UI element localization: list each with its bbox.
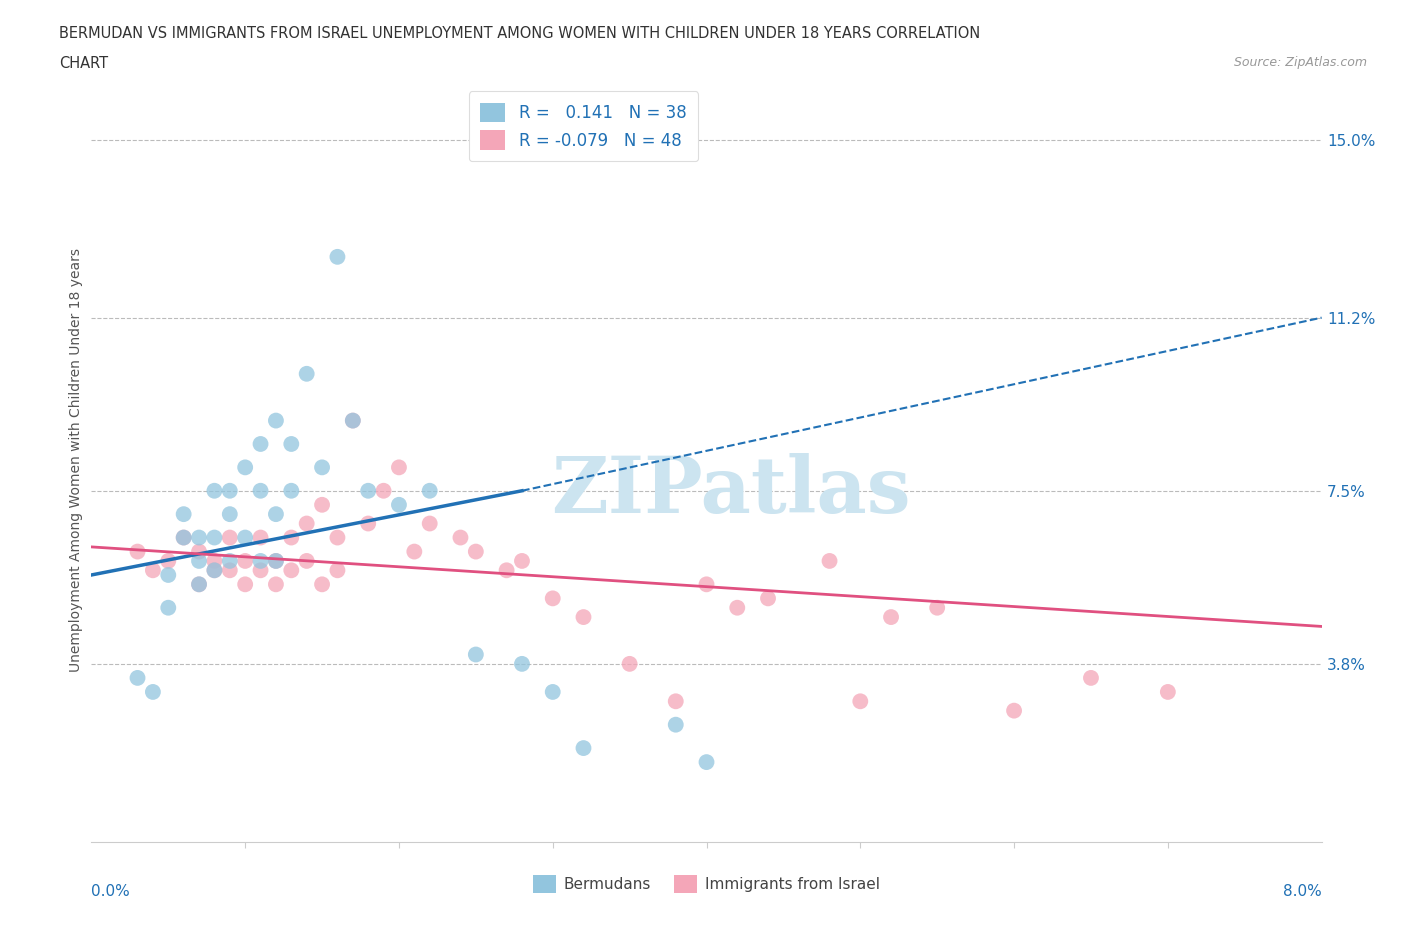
Point bbox=[756, 591, 779, 605]
Point bbox=[541, 684, 564, 699]
Point bbox=[249, 553, 271, 568]
Point bbox=[249, 530, 271, 545]
Point bbox=[188, 577, 211, 591]
Point bbox=[249, 563, 271, 578]
Point bbox=[311, 577, 333, 591]
Point bbox=[202, 530, 225, 545]
Point bbox=[510, 657, 533, 671]
Point bbox=[388, 460, 411, 475]
Point bbox=[280, 436, 302, 451]
Point bbox=[233, 553, 256, 568]
Point bbox=[373, 484, 395, 498]
Text: ZIPatlas: ZIPatlas bbox=[551, 453, 911, 529]
Point bbox=[927, 600, 949, 615]
Point bbox=[202, 563, 225, 578]
Point bbox=[510, 553, 533, 568]
Point bbox=[173, 530, 195, 545]
Point bbox=[326, 249, 349, 264]
Point bbox=[572, 740, 595, 755]
Point bbox=[357, 516, 380, 531]
Text: 8.0%: 8.0% bbox=[1282, 884, 1322, 898]
Point bbox=[541, 591, 564, 605]
Point bbox=[249, 436, 271, 451]
Point bbox=[464, 544, 486, 559]
Point bbox=[342, 413, 364, 428]
Point bbox=[388, 498, 411, 512]
Point bbox=[449, 530, 471, 545]
Point bbox=[157, 600, 180, 615]
Point bbox=[464, 647, 486, 662]
Point bbox=[404, 544, 426, 559]
Point bbox=[295, 516, 318, 531]
Point bbox=[173, 530, 195, 545]
Text: 0.0%: 0.0% bbox=[91, 884, 131, 898]
Point bbox=[233, 530, 256, 545]
Point bbox=[326, 530, 349, 545]
Point bbox=[264, 553, 287, 568]
Point bbox=[665, 694, 688, 709]
Point bbox=[280, 563, 302, 578]
Point bbox=[202, 484, 225, 498]
Point bbox=[572, 610, 595, 625]
Point bbox=[264, 413, 287, 428]
Point bbox=[202, 563, 225, 578]
Point bbox=[295, 366, 318, 381]
Point bbox=[495, 563, 517, 578]
Text: Source: ZipAtlas.com: Source: ZipAtlas.com bbox=[1233, 56, 1367, 69]
Point bbox=[127, 671, 149, 685]
Point bbox=[311, 498, 333, 512]
Point bbox=[419, 516, 441, 531]
Point bbox=[818, 553, 841, 568]
Point bbox=[142, 684, 165, 699]
Point bbox=[1157, 684, 1180, 699]
Point bbox=[725, 600, 748, 615]
Point bbox=[665, 717, 688, 732]
Point bbox=[1002, 703, 1025, 718]
Point bbox=[188, 577, 211, 591]
Point bbox=[218, 507, 240, 522]
Point bbox=[326, 563, 349, 578]
Point bbox=[157, 567, 180, 582]
Point bbox=[173, 507, 195, 522]
Point bbox=[695, 577, 717, 591]
Point bbox=[280, 530, 302, 545]
Point bbox=[233, 577, 256, 591]
Point bbox=[419, 484, 441, 498]
Point bbox=[619, 657, 641, 671]
Text: CHART: CHART bbox=[59, 56, 108, 71]
Point bbox=[295, 553, 318, 568]
Point bbox=[249, 484, 271, 498]
Legend: Bermudans, Immigrants from Israel: Bermudans, Immigrants from Israel bbox=[527, 869, 886, 898]
Point bbox=[202, 553, 225, 568]
Point bbox=[218, 553, 240, 568]
Point bbox=[188, 544, 211, 559]
Point bbox=[342, 413, 364, 428]
Y-axis label: Unemployment Among Women with Children Under 18 years: Unemployment Among Women with Children U… bbox=[69, 248, 83, 672]
Point bbox=[264, 553, 287, 568]
Point bbox=[280, 484, 302, 498]
Point bbox=[218, 563, 240, 578]
Point bbox=[264, 507, 287, 522]
Point bbox=[218, 530, 240, 545]
Point bbox=[264, 577, 287, 591]
Point bbox=[188, 530, 211, 545]
Point bbox=[1080, 671, 1102, 685]
Text: BERMUDAN VS IMMIGRANTS FROM ISRAEL UNEMPLOYMENT AMONG WOMEN WITH CHILDREN UNDER : BERMUDAN VS IMMIGRANTS FROM ISRAEL UNEMP… bbox=[59, 26, 980, 41]
Point bbox=[233, 460, 256, 475]
Point bbox=[849, 694, 872, 709]
Point bbox=[695, 754, 717, 769]
Point bbox=[142, 563, 165, 578]
Point bbox=[880, 610, 903, 625]
Point bbox=[127, 544, 149, 559]
Point bbox=[218, 484, 240, 498]
Point bbox=[188, 553, 211, 568]
Point bbox=[311, 460, 333, 475]
Point bbox=[157, 553, 180, 568]
Point bbox=[357, 484, 380, 498]
